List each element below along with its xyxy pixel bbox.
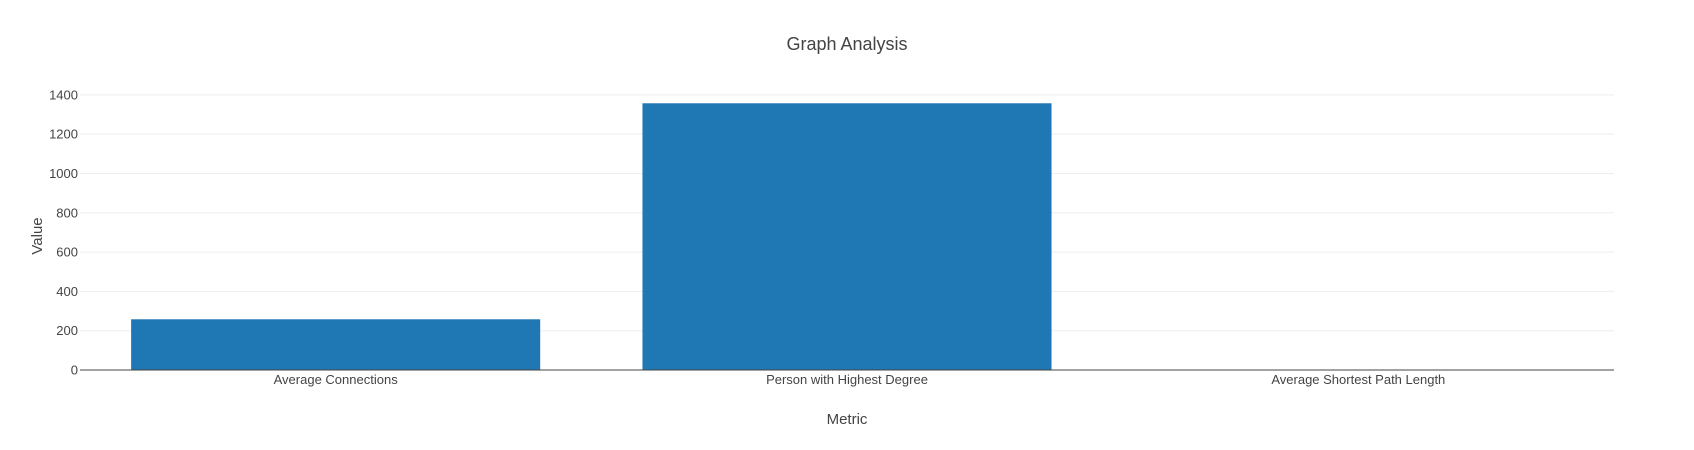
y-tick-label: 800 [56,205,78,220]
x-axis-title: Metric [827,411,868,428]
y-tick-label: 600 [56,245,78,260]
x-tick-label: Person with Highest Degree [766,372,928,387]
y-tick-label: 1400 [49,87,78,102]
y-tick-label: 400 [56,284,78,299]
y-tick-label: 0 [71,363,78,378]
x-tick-labels: Average Connections Person with Highest D… [274,372,1446,387]
y-tick-label: 1200 [49,127,78,142]
bars [131,103,1563,371]
x-tick-label: Average Connections [274,372,399,387]
bar[interactable] [131,319,541,370]
y-axis-title: Value [29,217,46,254]
chart-title: Graph Analysis [786,34,907,54]
y-tick-labels: 0 200 400 600 800 1000 1200 1400 [49,87,78,377]
y-tick-label: 1000 [49,166,78,181]
y-tick-label: 200 [56,323,78,338]
x-tick-label: Average Shortest Path Length [1271,372,1445,387]
bar[interactable] [642,103,1052,371]
